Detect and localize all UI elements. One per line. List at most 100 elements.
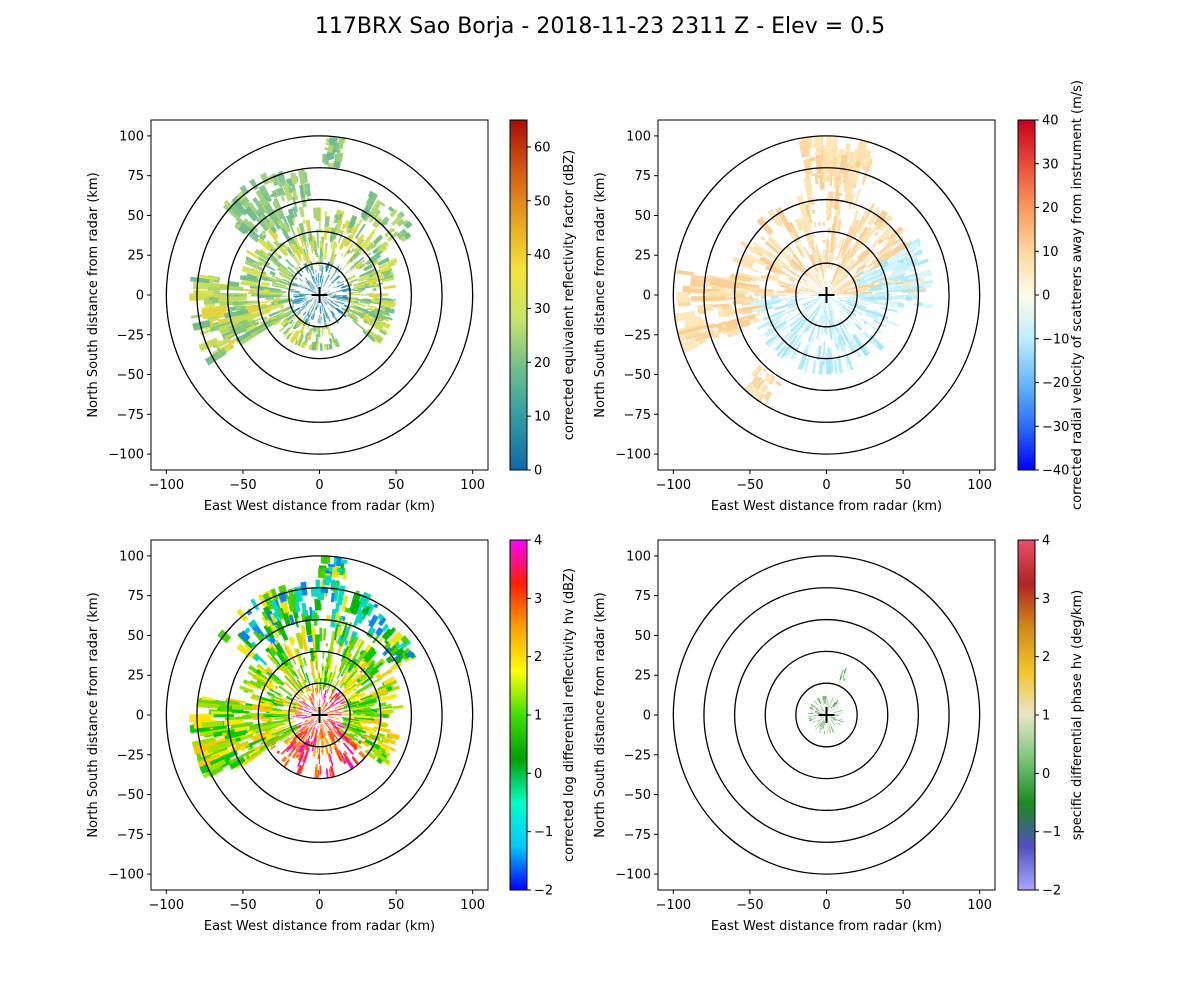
- echo-gate: [844, 357, 850, 370]
- echo-gate: [269, 704, 274, 708]
- echo-gate: [343, 242, 354, 258]
- x-tick-label: −50: [229, 478, 256, 493]
- plot-area: [165, 555, 474, 875]
- echo-gate: [320, 343, 323, 351]
- echo-gate: [827, 722, 829, 732]
- echo-gate: [372, 259, 378, 264]
- echo-gate: [894, 263, 909, 273]
- echo-gate: [355, 262, 363, 270]
- echo-gate: [292, 275, 297, 280]
- echo-gate: [299, 295, 304, 297]
- echo-gate: [296, 764, 303, 776]
- echo-gate: [286, 741, 297, 753]
- echo-gate: [312, 727, 318, 745]
- echo-gate: [325, 263, 329, 272]
- echo-gate: [821, 721, 825, 726]
- echo-gate: [248, 619, 258, 629]
- echo-gate: [331, 717, 339, 720]
- echo-gate: [327, 162, 336, 169]
- echo-gate: [265, 666, 273, 674]
- range-ring: [196, 167, 443, 423]
- echo-gate: [403, 652, 410, 660]
- echo-gate: [290, 336, 297, 344]
- echo-gate: [803, 296, 823, 307]
- echo-gate: [331, 723, 340, 730]
- echo-gate: [336, 626, 343, 637]
- colorbar-tick-label: 2: [1042, 650, 1050, 665]
- echo-gate: [803, 203, 813, 224]
- echo-gate: [325, 728, 328, 733]
- echo-gate: [837, 308, 853, 326]
- echo-gate: [304, 706, 310, 711]
- echo-gate: [319, 710, 326, 715]
- y-tick-label: 75: [634, 169, 651, 184]
- echo-gate: [352, 243, 362, 254]
- echo-gate: [816, 297, 822, 301]
- colorbar-tick-label: −2: [534, 884, 553, 899]
- echo-gate: [374, 308, 390, 316]
- echo-gate: [247, 671, 267, 684]
- echo-gate: [882, 283, 896, 290]
- echo-gate: [231, 704, 253, 711]
- echo-gate: [359, 238, 365, 245]
- echo-gate: [296, 300, 306, 305]
- echo-gate: [317, 705, 319, 712]
- echo-gate: [766, 327, 776, 335]
- echo-gate: [831, 270, 845, 289]
- echo-gate: [366, 328, 378, 339]
- echo-gate: [217, 315, 236, 324]
- echo-gate: [308, 307, 314, 318]
- echo-gate: [283, 317, 288, 321]
- echo-gate: [367, 278, 373, 281]
- echo-gate: [822, 712, 826, 715]
- echo-gate: [327, 646, 335, 667]
- echo-gate: [193, 290, 214, 296]
- echo-gate: [322, 720, 327, 730]
- echo-gate: [839, 676, 842, 681]
- echo-gate: [333, 300, 343, 305]
- y-tick-label: 50: [127, 629, 144, 644]
- echo-gate: [765, 334, 778, 346]
- echo-gate: [316, 736, 319, 754]
- echo-gate: [329, 270, 337, 281]
- echo-gate: [295, 319, 302, 327]
- colorbar-tick-label: 10: [1042, 245, 1059, 260]
- echo-gate: [822, 709, 826, 714]
- echo-gate: [358, 739, 370, 748]
- echo-gate: [289, 709, 301, 713]
- echo-gate: [281, 756, 288, 763]
- echo-gate: [325, 643, 329, 647]
- echo-gate: [323, 311, 326, 319]
- echo-gate: [830, 718, 833, 722]
- echo-gate: [283, 331, 289, 338]
- echo-gate: [837, 722, 841, 725]
- echo-gate: [776, 345, 787, 358]
- echo-gate: [821, 179, 828, 182]
- colorbar-tick-label: 1: [534, 709, 542, 724]
- y-tick-label: −100: [108, 448, 144, 463]
- echo-gate: [819, 302, 823, 310]
- echo-gate: [339, 729, 356, 741]
- echo-gate: [291, 716, 298, 717]
- echo-gate: [353, 748, 356, 751]
- echo-gate: [378, 314, 387, 320]
- echo-gate: [341, 726, 349, 732]
- echo-gate: [321, 297, 327, 306]
- echo-gate: [774, 381, 782, 387]
- echo-gate: [317, 729, 318, 733]
- echo-gate: [822, 722, 825, 729]
- echo-gate: [355, 681, 375, 695]
- echo-gate: [320, 587, 329, 594]
- echo-gate: [323, 735, 327, 751]
- echo-gate: [279, 274, 294, 283]
- echo-gate: [348, 693, 361, 702]
- y-tick-label: −75: [624, 408, 651, 423]
- echo-gate: [767, 328, 771, 332]
- echo-gate: [390, 660, 403, 671]
- echo-gate: [307, 330, 313, 341]
- echo-gate: [343, 234, 352, 247]
- figure-title: 117BRX Sao Borja - 2018-11-23 2311 Z - E…: [314, 14, 886, 39]
- echo-gate: [295, 753, 300, 759]
- echo-gate: [290, 315, 296, 320]
- echo-gate: [311, 743, 315, 751]
